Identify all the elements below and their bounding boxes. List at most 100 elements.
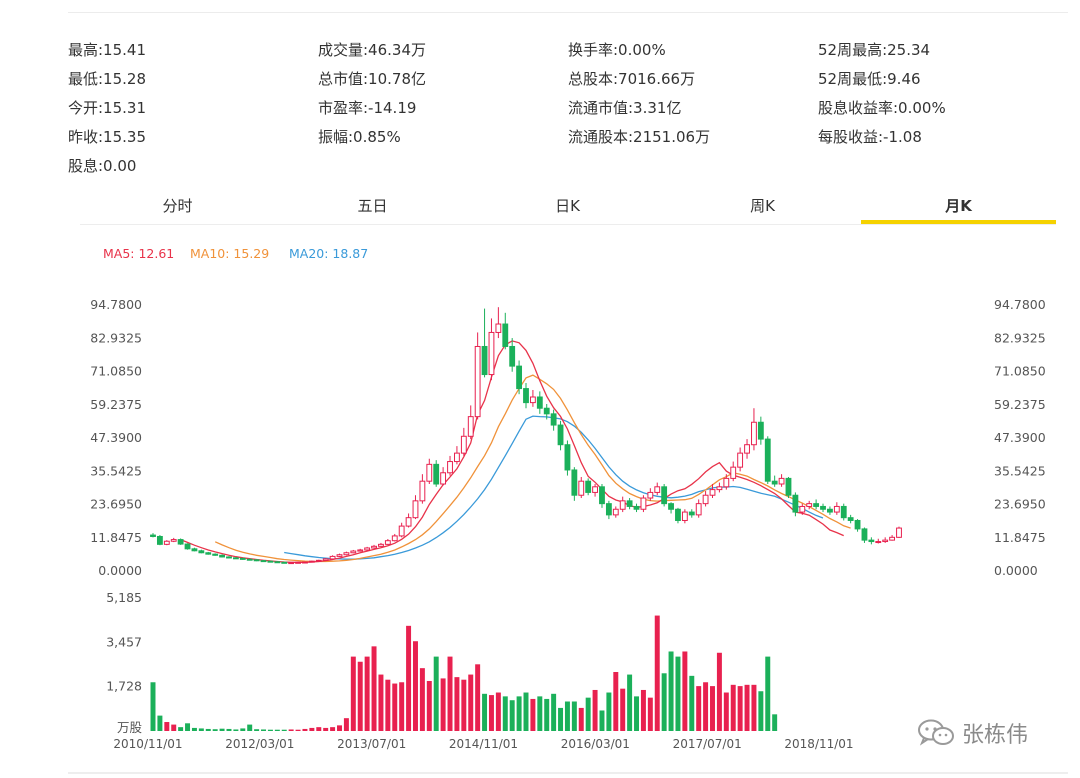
- tab-weekly-k[interactable]: 周K: [750, 197, 775, 215]
- ma20-line: [284, 415, 824, 560]
- candle-body: [592, 486, 598, 493]
- price-axis-left: 94.7800 82.9325 71.0850 59.2375 47.3900 35.54…: [90, 297, 142, 578]
- candle: [785, 476, 792, 499]
- candle: [578, 476, 585, 499]
- candle-body: [771, 480, 778, 485]
- candle: [619, 496, 626, 513]
- volume-bar: [703, 682, 709, 731]
- x-tick-label: 2010/11/01: [113, 737, 182, 751]
- volume-bar: [647, 697, 653, 731]
- volume-bars: [150, 615, 778, 731]
- candle-body: [709, 489, 716, 496]
- candle-body: [219, 554, 225, 558]
- candle-body: [412, 500, 419, 519]
- candle-body: [274, 561, 281, 564]
- candle: [744, 439, 750, 459]
- volume-bar: [523, 692, 529, 731]
- candle-body: [253, 559, 260, 562]
- candle-body: [792, 494, 799, 513]
- tab-monthly-k[interactable]: 月K: [861, 190, 1056, 224]
- candle-body: [833, 505, 840, 513]
- wechat-watermark: 张栋伟: [916, 716, 1028, 750]
- candle-body: [730, 466, 737, 479]
- candle: [288, 562, 295, 565]
- price-tick-label: 94.7800: [994, 297, 1046, 312]
- tab-daily-k[interactable]: 日K: [555, 197, 580, 215]
- quote-pe-ratio: 市盈率:-14.19: [318, 99, 417, 117]
- volume-bar: [233, 729, 239, 731]
- volume-bar: [710, 686, 715, 731]
- candle-body: [523, 388, 529, 404]
- candle: [723, 474, 730, 490]
- volume-bar: [599, 710, 605, 731]
- candle: [633, 503, 640, 513]
- volume-bar: [461, 679, 467, 731]
- quote-prev-close: 昨收:15.35: [68, 128, 146, 146]
- tab-intraday[interactable]: 分时: [162, 197, 193, 215]
- candle: [391, 533, 398, 542]
- candle: [384, 539, 391, 545]
- candle-body: [571, 469, 578, 496]
- price-tick-label: 11.8475: [90, 530, 142, 545]
- legend-ma10: MA10: 15.29: [190, 246, 270, 261]
- tab-five-day[interactable]: 五日: [357, 197, 388, 215]
- volume-bar: [378, 674, 384, 731]
- candle-body: [737, 452, 744, 468]
- volume-bar: [302, 728, 308, 731]
- volume-bar: [689, 675, 695, 731]
- candle: [799, 503, 806, 515]
- candle: [454, 446, 460, 465]
- volume-bar: [406, 625, 412, 731]
- volume-bar: [337, 725, 342, 731]
- candle: [371, 544, 377, 549]
- volume-bar: [357, 661, 363, 731]
- candle-body: [702, 494, 709, 505]
- candle-body: [308, 560, 315, 563]
- candle-body: [543, 407, 550, 415]
- candle: [481, 308, 488, 378]
- volume-bar: [765, 656, 771, 731]
- volume-bar: [267, 729, 273, 731]
- price-tick-label: 35.5425: [90, 463, 142, 478]
- volume-bar: [343, 718, 349, 731]
- volume-bar: [288, 729, 294, 731]
- candle: [605, 500, 612, 520]
- candle-body: [564, 444, 571, 471]
- volume-bar: [744, 684, 750, 731]
- candle-body: [599, 486, 605, 505]
- quote-high: 最高:15.41: [68, 41, 146, 59]
- candle-body: [177, 539, 184, 545]
- candle: [343, 551, 350, 556]
- quote-market-cap: 总市值:10.78亿: [318, 70, 426, 88]
- volume-bar: [399, 682, 405, 731]
- candle: [675, 507, 681, 524]
- candle-body: [751, 421, 757, 446]
- volume-bar: [164, 722, 170, 731]
- volume-bar: [150, 682, 156, 731]
- candle-body: [675, 508, 681, 521]
- x-tick-label: 2013/07/01: [337, 737, 406, 751]
- candle-body: [467, 416, 474, 437]
- volume-tick-label: 3,457: [106, 634, 142, 649]
- x-tick-label: 2012/03/01: [225, 737, 294, 751]
- candle-body: [509, 345, 516, 367]
- candle: [647, 488, 654, 501]
- candle-body: [163, 540, 170, 545]
- candle: [329, 555, 336, 560]
- candle: [764, 436, 771, 484]
- candle-body: [170, 539, 177, 542]
- candle: [447, 455, 453, 476]
- candle: [246, 558, 253, 561]
- watermark-author: 张栋伟: [962, 723, 1029, 748]
- candle: [861, 527, 868, 543]
- candle-body: [433, 463, 440, 485]
- candle: [191, 547, 198, 552]
- candle-body: [868, 539, 875, 543]
- candle-body: [882, 539, 889, 543]
- volume-bar: [316, 727, 322, 731]
- volume-bar: [212, 729, 218, 731]
- candle-body: [806, 503, 813, 507]
- x-tick-label: 2017/07/01: [673, 737, 742, 751]
- candle: [302, 561, 308, 564]
